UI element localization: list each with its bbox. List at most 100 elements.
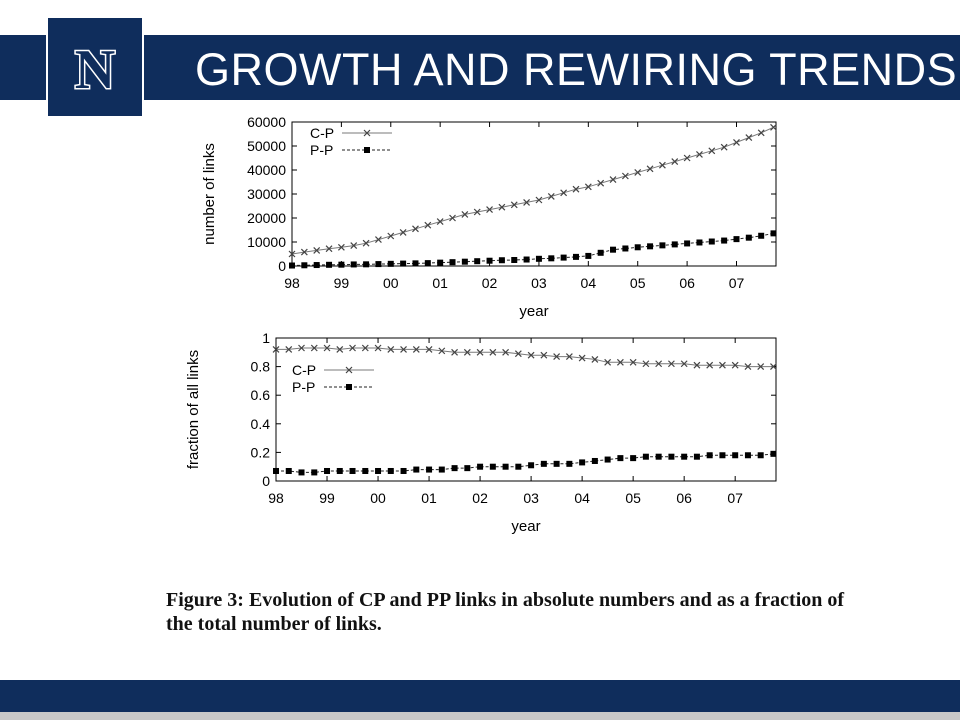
chart-2-series-cp-point (591, 356, 599, 363)
chart-1-series-cp-legend-label: C-P (310, 125, 334, 141)
chart-2-series-cp-legend-label: C-P (292, 362, 316, 378)
chart-2-series-pp-point (387, 467, 394, 474)
chart-1-series-cp-point (597, 179, 605, 187)
chart-2-series-pp-point (617, 455, 624, 462)
chart-2-series-cp-point (655, 360, 663, 368)
chart-1-series-pp-point (548, 255, 555, 262)
chart-2-x-tick-label: 03 (523, 490, 539, 506)
chart-2-series-pp-legend-label: P-P (292, 379, 315, 395)
chart-2-x-tick-label: 99 (319, 490, 335, 506)
chart-2-x-tick-label: 02 (472, 490, 488, 506)
chart-1-series-cp-point (696, 150, 703, 158)
chart-2-x-tick-label: 05 (625, 490, 641, 506)
figure-caption: Figure 3: Evolution of CP and PP links i… (166, 589, 845, 635)
chart-2-series-cp-point (770, 363, 777, 371)
chart-1-series-pp-point (610, 246, 617, 253)
chart-2-series-cp-point (361, 344, 369, 352)
chart-2-series-pp-point (311, 469, 318, 476)
chart-1-series-pp-point (597, 249, 604, 256)
chart-1-series-pp-point (338, 261, 345, 268)
chart-2-series-pp-point (744, 452, 751, 459)
chart-2-series-cp-point (323, 344, 331, 352)
chart-2-series-pp-point (438, 466, 445, 473)
chart-2-series-pp-point (706, 452, 713, 459)
chart-1-series-cp-point (757, 129, 765, 137)
chart-2-series-cp-point (565, 353, 573, 361)
chart-2-series-pp-point (400, 467, 407, 474)
chart-2-series-cp-point (425, 346, 433, 353)
chart-2-series-cp-point (706, 361, 714, 369)
chart-2-y-tick-label: 0.4 (251, 416, 271, 432)
chart-1-series-pp-point (400, 260, 407, 267)
chart-1-series-cp-point (560, 189, 568, 197)
chart-2-series-cp-point (489, 348, 497, 356)
chart-2-series-pp-point (502, 463, 509, 470)
chart-1-series-pp-point (647, 243, 654, 250)
chart-2-series-pp-point (681, 453, 688, 460)
chart-2-y-axis-label: fraction of all links (185, 350, 202, 469)
chart-1-series-pp-point (461, 258, 468, 265)
chart-1-series-pp-point (350, 261, 357, 268)
chart-2-y-tick-label: 0.2 (251, 444, 271, 460)
chart-2-series-cp-point (629, 358, 637, 366)
chart-2-series-pp-point (426, 466, 433, 473)
chart-1-series-pp-point (758, 232, 765, 239)
chart-1-series-pp-point (671, 241, 678, 248)
chart-1-series-pp-point (721, 237, 728, 244)
chart-2-series-pp-point (630, 455, 637, 462)
chart-2-series-pp-point (540, 460, 547, 467)
chart-1-series-cp-point (498, 203, 506, 211)
chart-1-x-tick-label: 07 (729, 275, 745, 291)
chart-2-series-cp-point (336, 346, 344, 353)
chart-2-series-cp-point (604, 358, 612, 366)
chart-2-series-pp-point (273, 467, 279, 474)
chart-2-series-pp-point (579, 459, 586, 466)
chart-2-series-cp-point (757, 363, 765, 371)
chart-2-series-pp-point (693, 453, 700, 460)
chart-1-series-cp-point (325, 245, 333, 253)
chart-2-series-cp-point (540, 351, 548, 359)
chart-2-series-pp-point (413, 466, 420, 473)
chart-1-series-pp-point (708, 238, 715, 245)
chart-2-series-pp-point (642, 453, 649, 460)
chart-2-series-pp-point (566, 460, 573, 467)
chart-2-series-cp-point (285, 346, 293, 353)
chart-2-series-pp-point (375, 467, 382, 474)
chart-1-series-cp-point (375, 236, 382, 244)
chart-2-x-axis-label: year (511, 518, 540, 535)
chart-2-series-cp-point (400, 346, 407, 353)
chart-1-x-tick-label: 99 (334, 275, 350, 291)
chart-2-series-cp-point (349, 344, 356, 352)
chart-2-series-pp-point (464, 465, 471, 472)
chart-1-series-cp-point (510, 201, 518, 209)
chart-1-x-tick-label: 03 (531, 275, 547, 291)
chart-1-x-axis-label: year (519, 303, 548, 320)
chart-2-x-tick-label: 06 (676, 490, 692, 506)
chart-1-y-tick-label: 10000 (247, 234, 286, 250)
chart-1-series-cp-point (337, 243, 345, 251)
chart-1-series-cp-point (350, 242, 358, 250)
chart-2-series-pp-point (489, 463, 496, 470)
chart-1-series-cp-point (523, 198, 531, 206)
chart-1-series-cp-point (412, 225, 419, 233)
chart-1-series-cp-point (313, 246, 321, 254)
chart-1-y-tick-label: 30000 (247, 186, 286, 202)
chart-2-series-cp-point (476, 348, 484, 356)
footer-strip (0, 712, 960, 720)
chart-1-series-pp-point (387, 260, 394, 267)
chart-1-series-cp-point (733, 138, 740, 146)
chart-1-series-cp-point (486, 206, 493, 214)
chart-2-series-pp-point (528, 462, 535, 469)
slide-title: GROWTH AND REWIRING TRENDS (195, 44, 958, 95)
chart-1-x-tick-label: 02 (482, 275, 498, 291)
chart-1-series-cp-point (399, 228, 407, 236)
chart-1-x-tick-label: 01 (432, 275, 448, 291)
chart-1-series-cp-point (288, 250, 296, 258)
chart-1-series-cp-point (708, 147, 716, 155)
header-band (0, 35, 960, 100)
chart-1-series-pp-point (498, 257, 505, 264)
chart-1-series-pp-point (313, 262, 320, 269)
chart-1-series-cp-point (535, 196, 543, 204)
chart-2-series-cp-point (272, 346, 280, 353)
